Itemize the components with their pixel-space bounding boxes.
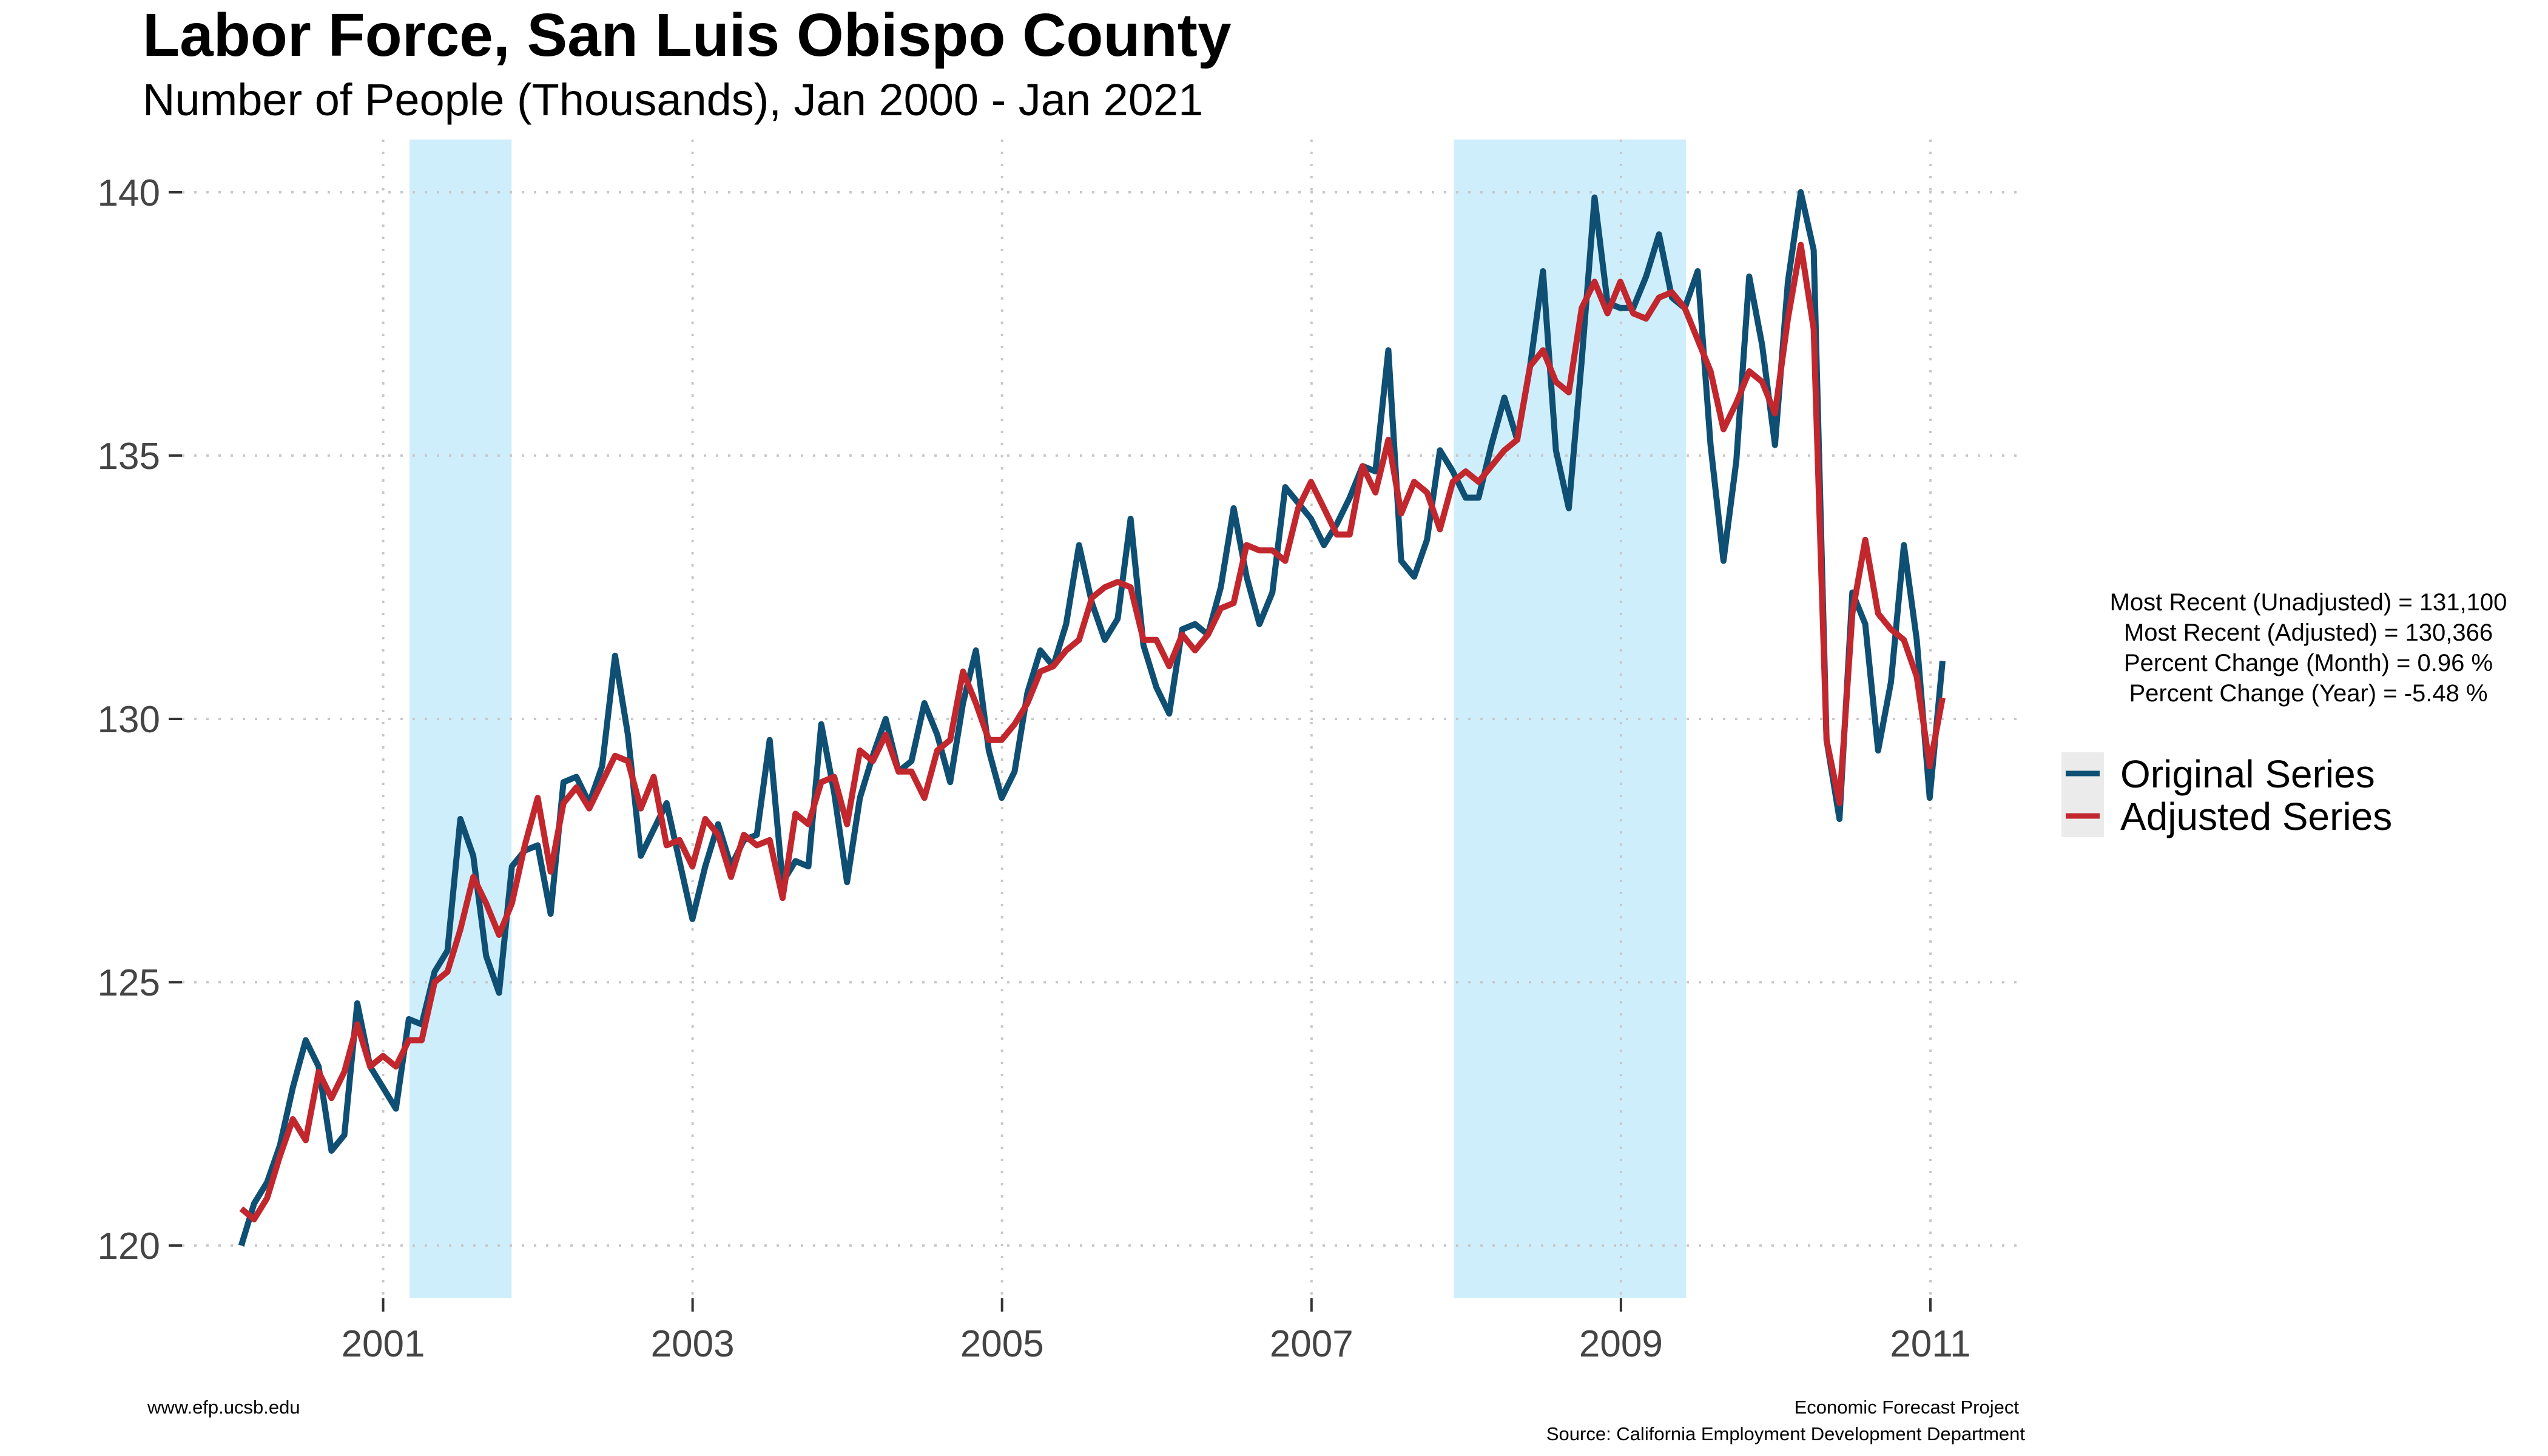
summary-annotations: Most Recent (Unadjusted) = 131,100 Most … xyxy=(2110,589,2507,707)
x-tick-label-2005: 2005 xyxy=(960,1323,1044,1365)
y-tick-label-140: 140 xyxy=(98,172,160,214)
annotation-month-change: Percent Change (Month) = 0.96 % xyxy=(2124,650,2493,676)
footer-project: Economic Forecast Project xyxy=(1795,1397,2020,1418)
x-tick-label-2001: 2001 xyxy=(342,1323,425,1365)
series-line-adjusted-series xyxy=(239,241,1946,1222)
plot-area: 120 125 130 135 140 2001 2003 2005 2007 2009 2011 xyxy=(98,140,2023,1365)
annotation-adjusted: Most Recent (Adjusted) = 130,366 xyxy=(2124,619,2493,646)
annotation-unadjusted: Most Recent (Unadjusted) = 131,100 xyxy=(2110,589,2507,616)
y-tick-label-130: 130 xyxy=(98,699,160,741)
legend-label-adjusted: Adjusted Series xyxy=(2120,795,2392,838)
annotation-year-change: Percent Change (Year) = -5.48 % xyxy=(2129,680,2487,707)
footer-website: www.efp.ucsb.edu xyxy=(147,1397,300,1418)
legend: Original Series Adjusted Series xyxy=(2061,752,2392,838)
x-tick-label-2011: 2011 xyxy=(1890,1323,1970,1365)
axis-ticks: 120 125 130 135 140 2001 2003 2005 2007 2009 2011 xyxy=(98,172,1971,1365)
y-tick-label-125: 125 xyxy=(98,962,160,1004)
x-tick-label-2007: 2007 xyxy=(1270,1323,1353,1365)
chart-title: Labor Force, San Luis Obispo County xyxy=(143,1,1232,69)
x-tick-label-2003: 2003 xyxy=(651,1323,735,1365)
x-tick-label-2009: 2009 xyxy=(1579,1323,1663,1365)
legend-label-original: Original Series xyxy=(2120,752,2375,796)
y-tick-label-120: 120 xyxy=(98,1225,160,1267)
recession-bands xyxy=(409,140,1687,1298)
footer-source: Source: California Employment Developmen… xyxy=(1546,1423,2026,1444)
series-layer xyxy=(238,189,1946,1247)
y-tick-label-135: 135 xyxy=(98,436,160,477)
chart-subtitle: Number of People (Thousands), Jan 2000 -… xyxy=(143,75,1203,125)
